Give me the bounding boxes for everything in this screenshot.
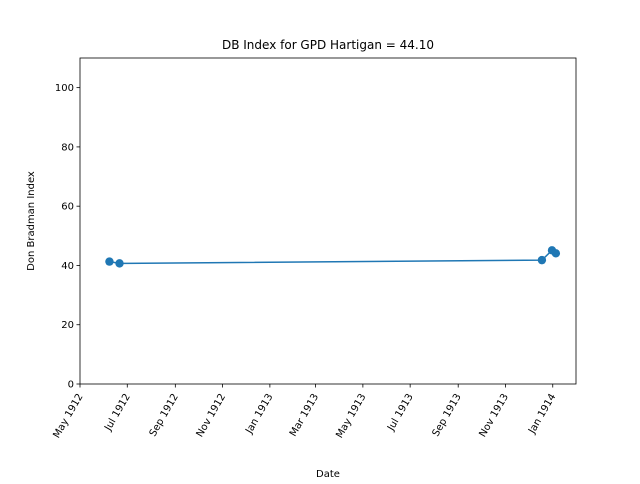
x-tick-label: Jul 1913 [385,392,415,434]
y-tick-label: 20 [61,320,74,331]
y-tick-label: 100 [55,83,74,94]
x-tick-label: Jan 1914 [526,392,558,437]
x-tick-label: Jul 1912 [102,392,132,434]
x-axis: May 1912 Jul 1912 Sep 1912 Nov 1912 Jan 1913… [51,384,558,440]
y-tick-label: 80 [61,142,74,153]
chart-title: DB Index for GPD Hartigan = 44.10 [222,38,434,52]
x-tick-label: Jan 1913 [243,392,275,437]
y-tick-label: 60 [61,202,74,213]
x-tick-label: Sep 1912 [148,392,181,439]
x-tick-label: Sep 1913 [431,392,464,439]
y-tick-label: 0 [68,380,74,391]
y-tick-label: 40 [61,261,74,272]
data-point [105,257,114,266]
x-tick-label: Mar 1913 [288,392,321,439]
plot-area [79,57,577,385]
data-point [537,255,547,265]
x-axis-label: Date [316,469,340,480]
x-tick-label: Nov 1913 [477,392,511,439]
y-axis: 0 20 40 60 80 100 [55,83,80,391]
x-tick-label: May 1913 [334,392,368,440]
x-tick-label: Nov 1912 [195,392,229,439]
plot-frame [79,57,577,385]
y-axis-label: Don Bradman Index [26,171,37,271]
data-point [115,259,124,268]
series-layer [105,246,561,268]
x-tick-label: May 1912 [51,392,85,440]
data-point [551,249,561,258]
